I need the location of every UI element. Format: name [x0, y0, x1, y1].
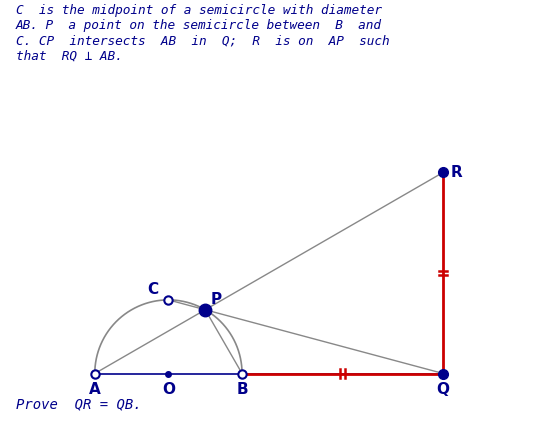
- Text: C: C: [147, 282, 158, 297]
- Text: Prove  QR = QB.: Prove QR = QB.: [16, 397, 142, 411]
- Text: A: A: [89, 383, 101, 397]
- Text: C  is the midpoint of a semicircle with diameter
AB. P  a point on the semicircl: C is the midpoint of a semicircle with d…: [16, 4, 390, 62]
- Text: Q: Q: [437, 383, 450, 397]
- Text: P: P: [211, 292, 222, 307]
- Text: O: O: [162, 383, 175, 397]
- Text: B: B: [236, 383, 248, 397]
- Text: R: R: [451, 165, 462, 180]
